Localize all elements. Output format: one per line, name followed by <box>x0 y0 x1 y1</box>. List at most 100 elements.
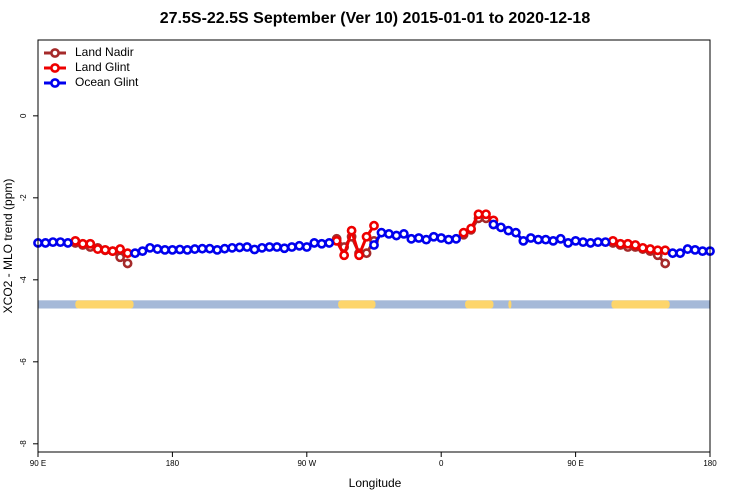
point <box>466 223 476 234</box>
point <box>361 248 372 259</box>
point <box>152 244 163 254</box>
legend-marker <box>50 48 60 58</box>
point <box>481 209 491 220</box>
point <box>451 233 462 244</box>
point <box>257 242 267 253</box>
point <box>324 238 335 248</box>
point <box>182 244 193 255</box>
land-span <box>465 300 494 309</box>
point <box>496 222 506 233</box>
point <box>279 243 290 254</box>
point <box>384 229 394 239</box>
point <box>406 233 417 244</box>
x-tick-label: 180 <box>703 459 717 468</box>
point <box>652 245 663 256</box>
point <box>622 238 633 249</box>
point <box>204 243 215 254</box>
point <box>346 225 357 236</box>
point <box>570 235 581 246</box>
point <box>130 248 140 259</box>
land-span <box>338 300 376 309</box>
point <box>428 231 439 242</box>
point <box>264 242 275 252</box>
point <box>436 233 447 243</box>
point <box>62 238 73 248</box>
point <box>160 244 170 255</box>
point <box>637 242 648 253</box>
land-span <box>508 300 512 309</box>
x-tick-label: 90 E <box>30 459 46 468</box>
point <box>316 238 327 249</box>
point <box>369 240 379 250</box>
point <box>660 258 671 269</box>
point <box>301 242 312 252</box>
point <box>48 237 58 248</box>
point <box>503 225 514 236</box>
point <box>354 250 364 261</box>
point <box>369 220 379 231</box>
point <box>585 238 596 248</box>
point <box>391 230 402 241</box>
point <box>331 235 342 246</box>
point <box>197 243 208 254</box>
point <box>660 245 671 256</box>
x-tick-label: 180 <box>166 459 180 468</box>
point <box>398 229 409 239</box>
point <box>309 238 320 248</box>
y-tick-label: 0 <box>19 113 28 118</box>
point <box>115 244 126 254</box>
point <box>682 244 693 254</box>
point <box>690 244 700 255</box>
point <box>600 237 611 248</box>
point <box>107 246 118 257</box>
point <box>70 235 81 246</box>
y-tick-label: -6 <box>19 358 28 366</box>
plot-frame <box>37 39 711 453</box>
point <box>555 233 566 244</box>
point <box>339 250 350 261</box>
x-tick-label: 90 W <box>297 459 316 468</box>
x-axis-label: Longitude <box>349 476 402 490</box>
legend-label: Land Glint <box>75 60 130 74</box>
point <box>473 209 484 220</box>
point <box>645 244 656 254</box>
point <box>137 246 148 257</box>
point <box>122 248 133 259</box>
point <box>167 244 178 255</box>
legend-label: Ocean Glint <box>75 75 139 89</box>
point <box>227 242 238 253</box>
point <box>443 234 454 245</box>
x-tick-label: 0 <box>439 459 444 468</box>
point <box>174 244 185 255</box>
point <box>376 227 387 238</box>
y-tick-label: -8 <box>19 440 28 448</box>
point <box>615 238 626 249</box>
point <box>488 219 499 230</box>
point <box>533 234 544 245</box>
point <box>525 233 536 243</box>
point <box>540 234 551 245</box>
legend-marker <box>50 78 60 88</box>
point <box>272 242 282 252</box>
point <box>219 243 230 254</box>
point <box>413 233 424 243</box>
point <box>294 240 305 251</box>
point <box>630 240 641 250</box>
point <box>675 248 686 259</box>
point <box>421 234 432 245</box>
point <box>92 244 103 254</box>
y-tick-label: -4 <box>19 276 28 284</box>
point <box>55 237 66 248</box>
legend-label: Land Nadir <box>75 45 134 59</box>
point <box>667 248 678 259</box>
point <box>608 235 618 246</box>
point <box>249 244 260 255</box>
point <box>189 244 200 254</box>
point <box>518 235 529 246</box>
point <box>563 238 574 248</box>
point <box>286 242 297 252</box>
point <box>593 237 603 248</box>
point <box>548 235 559 246</box>
point <box>122 258 133 269</box>
point <box>578 237 588 248</box>
